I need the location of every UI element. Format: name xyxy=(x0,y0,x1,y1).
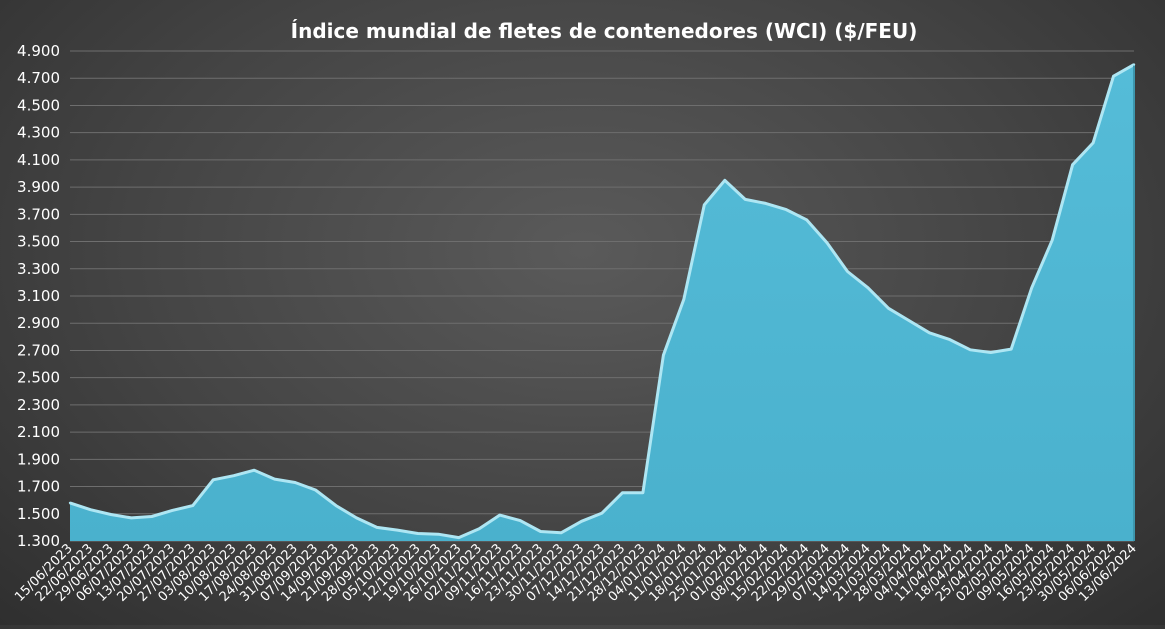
y-axis: 1.300 1.500 1.700 1.900 2.100 2.300 2.500 2.700… xyxy=(17,42,60,550)
data-point xyxy=(928,331,931,334)
y-tick-label: 3.700 xyxy=(17,205,60,223)
data-point xyxy=(478,527,481,530)
y-tick-label: 3.300 xyxy=(17,260,60,278)
y-tick-label: 3.900 xyxy=(17,178,60,196)
data-point xyxy=(948,338,951,341)
chart-title: Índice mundial de fletes de contenedores… xyxy=(291,19,918,43)
data-point xyxy=(416,532,419,535)
data-point xyxy=(273,477,276,481)
data-point xyxy=(1051,239,1054,242)
data-point xyxy=(682,298,685,301)
data-point xyxy=(846,270,849,273)
data-point xyxy=(171,509,174,512)
data-point xyxy=(805,218,808,221)
data-point xyxy=(109,513,113,516)
y-tick-label: 4.700 xyxy=(17,69,60,87)
data-point xyxy=(621,491,624,494)
data-point xyxy=(334,504,338,507)
data-point xyxy=(457,536,460,539)
data-point xyxy=(559,531,563,534)
y-tick-label: 1.700 xyxy=(17,478,60,496)
data-point xyxy=(539,530,542,533)
y-tick-label: 3.100 xyxy=(17,287,60,305)
data-point xyxy=(396,528,399,532)
data-point xyxy=(825,241,829,245)
data-point xyxy=(600,511,604,515)
data-point xyxy=(785,208,788,211)
y-tick-label: 2.300 xyxy=(17,396,60,414)
y-tick-label: 4.900 xyxy=(17,42,60,60)
y-tick-label: 4.100 xyxy=(17,151,60,169)
data-point xyxy=(314,488,317,492)
data-point xyxy=(744,198,747,201)
data-point xyxy=(130,516,133,520)
data-point xyxy=(212,478,215,481)
data-point xyxy=(89,508,92,511)
y-tick-label: 4.300 xyxy=(17,124,60,142)
y-tick-label: 4.500 xyxy=(17,96,60,114)
data-point xyxy=(989,351,992,354)
data-point xyxy=(437,533,440,536)
data-point xyxy=(1112,75,1115,78)
data-point xyxy=(1030,286,1033,289)
data-point xyxy=(1071,163,1074,166)
data-point xyxy=(1010,347,1013,351)
data-point xyxy=(969,348,972,351)
data-point xyxy=(723,179,726,182)
data-point xyxy=(375,526,379,529)
y-tick-label: 2.900 xyxy=(17,314,60,332)
y-tick-label: 1.500 xyxy=(17,505,60,523)
data-point xyxy=(907,319,911,322)
data-area xyxy=(68,63,1136,541)
data-point xyxy=(703,203,706,206)
data-point xyxy=(887,307,890,310)
grid-lines xyxy=(70,50,1134,542)
y-tick-label: 3.500 xyxy=(17,233,60,251)
data-point xyxy=(355,516,358,520)
area-fill xyxy=(70,64,1134,541)
data-point xyxy=(68,501,72,505)
data-point xyxy=(253,469,256,472)
x-axis: 15/06/202322/06/202329/06/202306/07/2023… xyxy=(12,541,1140,605)
data-point xyxy=(150,515,153,518)
data-point xyxy=(519,519,522,522)
data-point xyxy=(498,513,501,517)
data-point xyxy=(293,481,297,484)
data-point xyxy=(191,504,194,507)
y-tick-label: 1.300 xyxy=(17,532,60,550)
data-point xyxy=(764,202,767,205)
y-tick-label: 2.100 xyxy=(17,423,60,441)
data-point xyxy=(866,286,870,289)
data-point xyxy=(641,491,645,494)
y-tick-label: 1.900 xyxy=(17,450,60,468)
data-point xyxy=(662,354,665,357)
data-point xyxy=(1132,63,1136,66)
data-point xyxy=(232,474,235,477)
y-tick-label: 2.500 xyxy=(17,369,60,387)
data-point xyxy=(580,520,583,523)
y-tick-label: 2.700 xyxy=(17,341,60,359)
data-point xyxy=(1091,141,1095,145)
